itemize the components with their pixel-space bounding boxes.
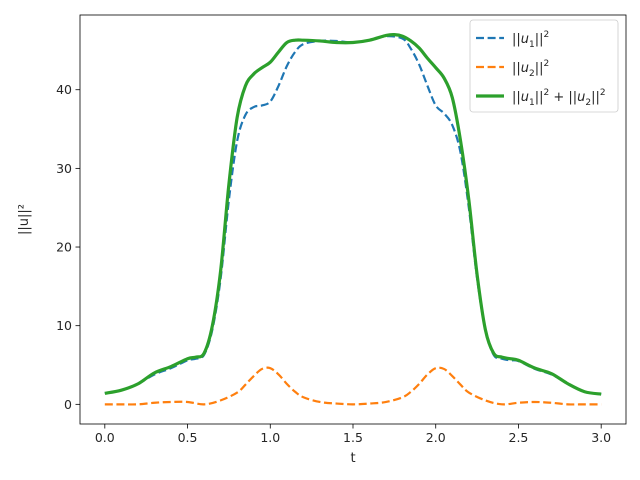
series-layer	[104, 32, 602, 406]
x-tick-label: 3.0	[591, 430, 611, 445]
x-tick-label: 0.5	[178, 430, 198, 445]
x-tick-label: 1.5	[343, 430, 363, 445]
legend-entry-u2: ||u2||2	[476, 59, 549, 79]
y-tick-label: 0	[64, 397, 72, 412]
x-axis-ticks: 0.0 0.5 1.0 1.5 2.0 2.5 3.0	[95, 424, 611, 445]
legend-entry-u1: ||u1||2	[476, 30, 549, 50]
x-tick-label: 1.0	[260, 430, 280, 445]
x-tick-label: 2.0	[426, 430, 446, 445]
x-axis-label: t	[350, 451, 355, 466]
y-tick-label: 10	[56, 318, 72, 333]
series-total-norm-line	[104, 32, 602, 396]
y-tick-label: 30	[56, 161, 72, 176]
y-tick-label: 40	[56, 82, 72, 97]
legend-label: ||u1||2 + ||u2||2	[512, 88, 606, 108]
y-tick-label: 20	[56, 240, 72, 255]
legend-label: ||u1||2	[512, 30, 549, 50]
legend-entry-total: ||u1||2 + ||u2||2	[476, 88, 606, 108]
legend-box	[469, 19, 619, 113]
x-tick-label: 0.0	[95, 430, 115, 445]
y-axis-label: ||u||²	[17, 204, 32, 235]
legend-label: ||u2||2	[512, 59, 549, 79]
x-tick-label: 2.5	[509, 430, 529, 445]
y-axis-ticks: 0 10 20 30 40	[56, 82, 80, 412]
series-u2-norm-line	[104, 366, 602, 406]
legend: ||u1||2 ||u2||2 ||u1||2 + ||u2||2	[469, 19, 619, 113]
